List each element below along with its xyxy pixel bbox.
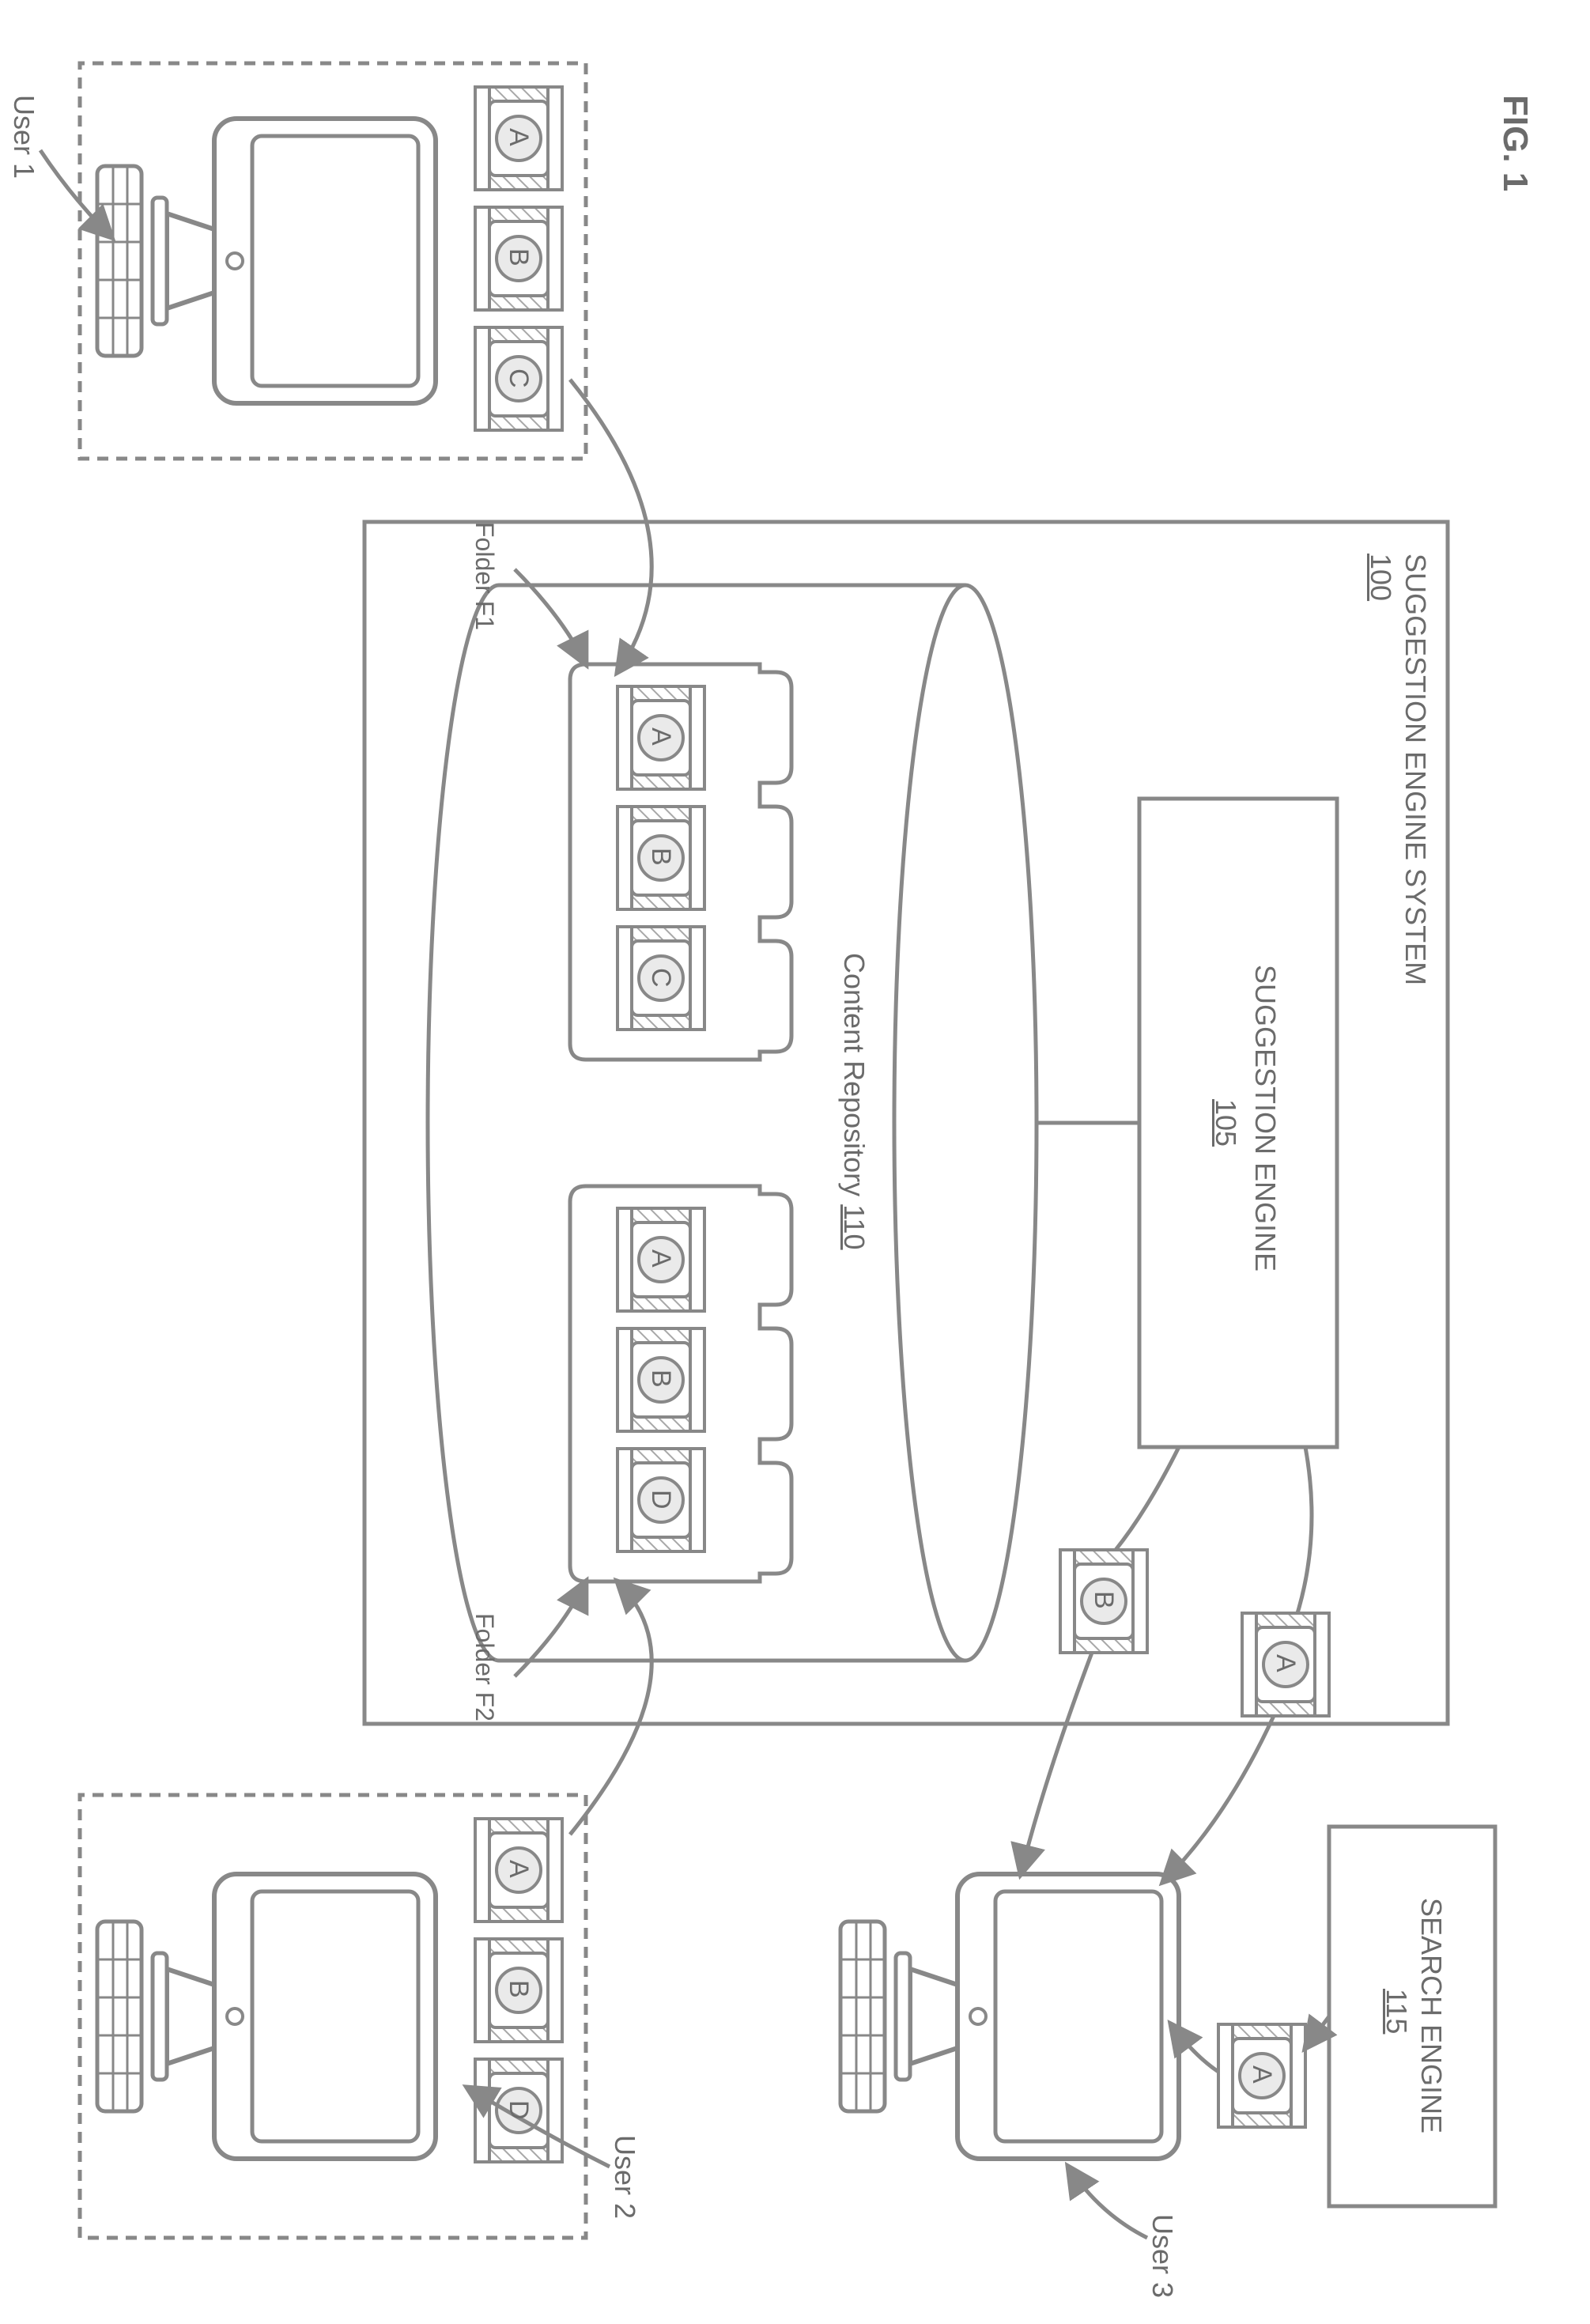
doc-letter: B — [503, 1980, 534, 1998]
repo-ref: 110 — [838, 1204, 871, 1249]
doc-letter: B — [645, 848, 676, 866]
repo-label: Content Repository 110 — [837, 953, 871, 1250]
doc-letter: D — [503, 2100, 534, 2120]
monitor-icon — [153, 1874, 436, 2159]
monitor-icon — [896, 1874, 1179, 2159]
arrow-search-doc — [1305, 2016, 1329, 2048]
doc-letter: A — [645, 1249, 676, 1268]
engine-label: SUGGESTION ENGINE — [1248, 965, 1282, 1272]
diagram-svg — [0, 0, 1590, 2324]
doc-letter: A — [1246, 2065, 1277, 2084]
doc-letter: C — [503, 368, 534, 388]
doc-letter: A — [1270, 1654, 1301, 1672]
doc-letter: A — [503, 128, 534, 146]
search-ref: 115 — [1380, 1989, 1413, 2034]
diagram-canvas: FIG. 1 SUGGESTION ENGINE SYSTEM 100 SUGG… — [0, 0, 1590, 1590]
doc-letter: B — [645, 1370, 676, 1388]
user2-label: User 2 — [608, 2135, 641, 2219]
arrow-user3-leader — [1068, 2167, 1147, 2238]
user3-label: User 3 — [1146, 2214, 1179, 2298]
system-label: SUGGESTION ENGINE SYSTEM — [1399, 554, 1432, 985]
doc-letter: B — [1088, 1591, 1119, 1609]
system-ref: 100 — [1364, 554, 1397, 601]
doc-letter: B — [503, 248, 534, 266]
keyboard-icon — [97, 1922, 142, 2111]
monitor-icon — [153, 119, 436, 403]
keyboard-icon — [840, 1922, 885, 2111]
doc-letter: A — [503, 1860, 534, 1878]
doc-letter: A — [645, 727, 676, 746]
arrow-engine-docA-2 — [1163, 1716, 1274, 1882]
doc-letter: D — [645, 1490, 676, 1510]
doc-letter: C — [645, 968, 676, 988]
user1-label: User 1 — [7, 95, 40, 179]
engine-ref: 105 — [1209, 1099, 1242, 1147]
folder1-label: Folder F1 — [470, 522, 499, 630]
search-label: SEARCH ENGINE — [1414, 1898, 1448, 2133]
folder2-label: Folder F2 — [470, 1613, 499, 1721]
repo-label-text: Content Repository — [838, 953, 871, 1196]
keyboard-icon — [97, 166, 142, 356]
figure-title: FIG. 1 — [1495, 95, 1535, 191]
